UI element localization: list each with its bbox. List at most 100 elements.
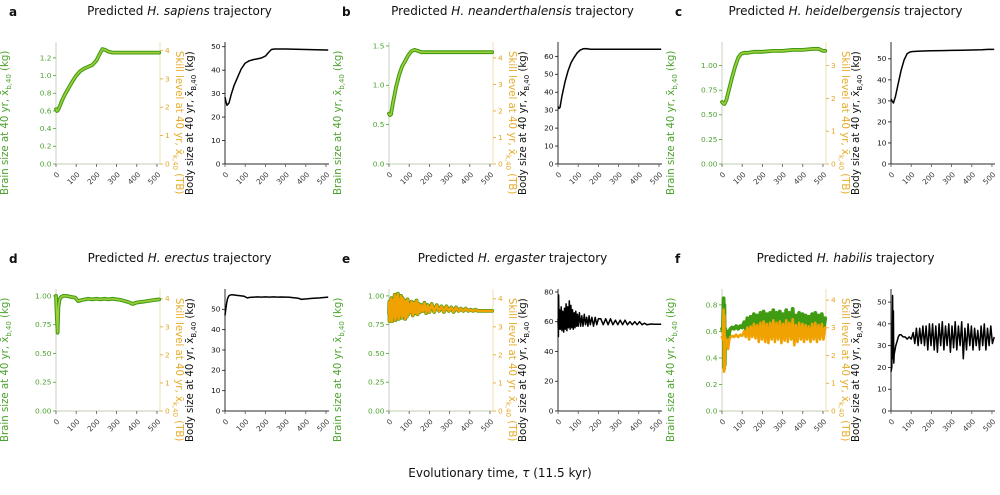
title-suffix: trajectory (900, 4, 963, 18)
x-tick-label: 300 (439, 170, 456, 187)
y-tick-label: 3 (831, 61, 836, 70)
y-tick-label: 60 (544, 317, 554, 326)
y-tick-label: 0.4 (706, 353, 718, 362)
label-text: Brain size at 40 yr, x̄ (0, 89, 11, 196)
label-unit: (kg) (0, 50, 11, 75)
y-tick-label: 80 (544, 287, 554, 296)
title-prefix: Predicted (87, 4, 148, 18)
y-tick-label: 0 (549, 159, 554, 168)
x-tick-label: 0 (221, 170, 231, 180)
x-tick-label: 300 (275, 417, 292, 434)
body-axis-label: Body size at 40 yr, x̄B,40 (kg) (518, 30, 532, 216)
label-unit: (kg) (666, 297, 677, 322)
y-tick-label: 0 (882, 406, 887, 415)
x-tick-label: 400 (628, 417, 645, 434)
y-tick-label: 50 (211, 305, 221, 314)
x-tick-label: 300 (275, 170, 292, 187)
x-tick-label: 100 (65, 170, 82, 187)
y-tick-label: 40 (877, 319, 887, 328)
brain-size-line (54, 47, 162, 113)
x-tick-label: 200 (587, 170, 604, 187)
y-tick-label: 50 (211, 42, 221, 51)
y-tick-label: 3 (831, 323, 836, 332)
skill-axis-label: Skill level at 40 yr, x̄k,40 (TB) (503, 277, 517, 463)
title-suffix: trajectory (872, 251, 935, 265)
x-tick-label: 500 (146, 417, 163, 434)
body-size-line (557, 294, 662, 338)
x-tick-label: 0 (718, 417, 728, 427)
label-unit: (kg) (666, 50, 677, 75)
skill-level-line (55, 48, 161, 112)
panel-title: Predicted H. habilis trajectory (694, 251, 997, 265)
label-text: Brain size at 40 yr, x̄ (666, 336, 677, 443)
y-tick-label: 0.6 (40, 106, 52, 115)
x-tick-label: 200 (920, 170, 937, 187)
label-unit: (kg) (518, 51, 529, 75)
y-tick-label: 4 (165, 294, 170, 303)
brain-axis-label: Brain size at 40 yr, x̄b,40 (kg) (0, 30, 14, 216)
x-tick-label: 200 (85, 417, 102, 434)
label-unit: (kg) (0, 297, 11, 322)
label-unit: (TB) (173, 417, 184, 442)
panel-letter: f (675, 252, 681, 266)
y-tick-label: 30 (877, 96, 887, 105)
y-tick-label: 10 (544, 141, 554, 150)
y-tick-label: 0 (498, 159, 503, 168)
label-unit: (TB) (173, 170, 184, 195)
label-unit: (kg) (518, 298, 529, 322)
label-subscript: k,40 (503, 402, 512, 418)
y-tick-label: 0.75 (701, 86, 718, 95)
title-suffix: trajectory (545, 251, 608, 265)
label-text: Skill level at 40 yr, x̄ (839, 298, 850, 403)
x-tick-label: 300 (941, 417, 958, 434)
label-unit: (kg) (185, 298, 196, 322)
y-tick-label: 0.2 (40, 142, 52, 151)
y-tick-label: 30 (544, 106, 554, 115)
title-suffix: trajectory (209, 4, 272, 18)
label-unit: (TB) (839, 417, 850, 442)
y-tick-label: 0.5 (373, 120, 385, 129)
y-tick-label: 1.2 (40, 53, 52, 62)
x-tick-label: 400 (961, 417, 978, 434)
y-tick-label: 0 (498, 406, 503, 415)
label-subscript: B,40 (190, 74, 199, 91)
label-unit: (kg) (851, 51, 862, 75)
panel-title: Predicted H. sapiens trajectory (28, 4, 331, 18)
y-tick-label: 20 (877, 363, 887, 372)
x-tick-label: 200 (418, 417, 435, 434)
label-unit: (TB) (506, 417, 517, 442)
x-tick-label: 0 (221, 417, 231, 427)
xlabel-text: Evolutionary time, (408, 466, 523, 480)
y-tick-label: 30 (877, 341, 887, 350)
y-tick-label: 0.00 (701, 159, 718, 168)
x-tick-label: 0 (52, 170, 62, 180)
x-tick-label: 500 (315, 417, 332, 434)
panel-b: b Predicted H. neanderthalensis trajecto… (333, 0, 666, 238)
y-tick-label: 40 (544, 88, 554, 97)
y-tick-label: 0 (216, 159, 221, 168)
label-subscript: b,40 (5, 74, 14, 90)
y-tick-label: 40 (877, 75, 887, 84)
y-tick-label: 0.75 (35, 320, 52, 329)
x-tick-label: 100 (731, 417, 748, 434)
x-tick-label: 200 (85, 170, 102, 187)
y-tick-label: 20 (211, 366, 221, 375)
label-text: Brain size at 40 yr, x̄ (333, 89, 344, 196)
label-subscript: b,40 (5, 321, 14, 337)
y-tick-label: 0 (882, 159, 887, 168)
label-text: Skill level at 40 yr, x̄ (506, 51, 517, 156)
x-tick-label: 500 (648, 417, 665, 434)
label-text: Brain size at 40 yr, x̄ (333, 336, 344, 443)
label-text: Skill level at 40 yr, x̄ (506, 298, 517, 403)
label-text: Body size at 40 yr, x̄ (851, 337, 862, 442)
body-size-line (890, 294, 995, 372)
y-tick-label: 0.6 (706, 327, 718, 336)
x-tick-label: 100 (567, 417, 584, 434)
panel-f: f Predicted H. habilis trajectory Brain … (666, 247, 999, 485)
